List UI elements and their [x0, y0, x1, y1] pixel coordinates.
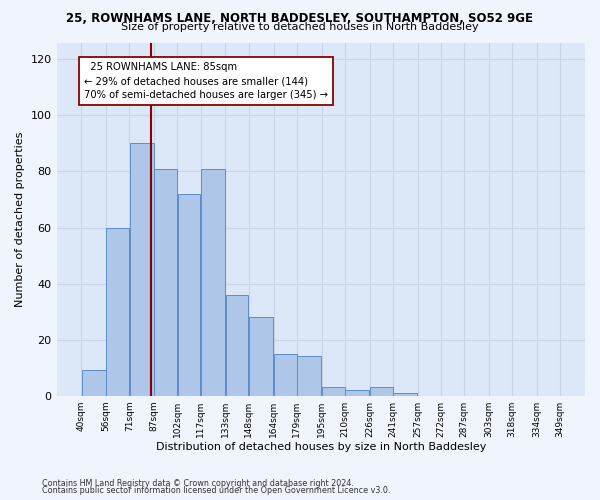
Bar: [393, 393, 418, 396]
Bar: [226, 295, 248, 396]
Y-axis label: Number of detached properties: Number of detached properties: [15, 132, 25, 307]
Bar: [370, 388, 392, 396]
Bar: [82, 370, 106, 396]
Bar: [322, 388, 344, 396]
Text: Size of property relative to detached houses in North Baddesley: Size of property relative to detached ho…: [121, 22, 479, 32]
Bar: [106, 228, 129, 396]
Text: 25, ROWNHAMS LANE, NORTH BADDESLEY, SOUTHAMPTON, SO52 9GE: 25, ROWNHAMS LANE, NORTH BADDESLEY, SOUT…: [67, 12, 533, 24]
Bar: [154, 168, 177, 396]
Bar: [297, 356, 322, 396]
Bar: [201, 168, 225, 396]
Text: Contains HM Land Registry data © Crown copyright and database right 2024.: Contains HM Land Registry data © Crown c…: [42, 478, 354, 488]
X-axis label: Distribution of detached houses by size in North Baddesley: Distribution of detached houses by size …: [155, 442, 486, 452]
Bar: [345, 390, 370, 396]
Bar: [130, 144, 154, 396]
Bar: [178, 194, 200, 396]
Bar: [274, 354, 296, 396]
Text: Contains public sector information licensed under the Open Government Licence v3: Contains public sector information licen…: [42, 486, 391, 495]
Bar: [249, 317, 273, 396]
Text: 25 ROWNHAMS LANE: 85sqm  
← 29% of detached houses are smaller (144)
70% of semi: 25 ROWNHAMS LANE: 85sqm ← 29% of detache…: [85, 62, 328, 100]
